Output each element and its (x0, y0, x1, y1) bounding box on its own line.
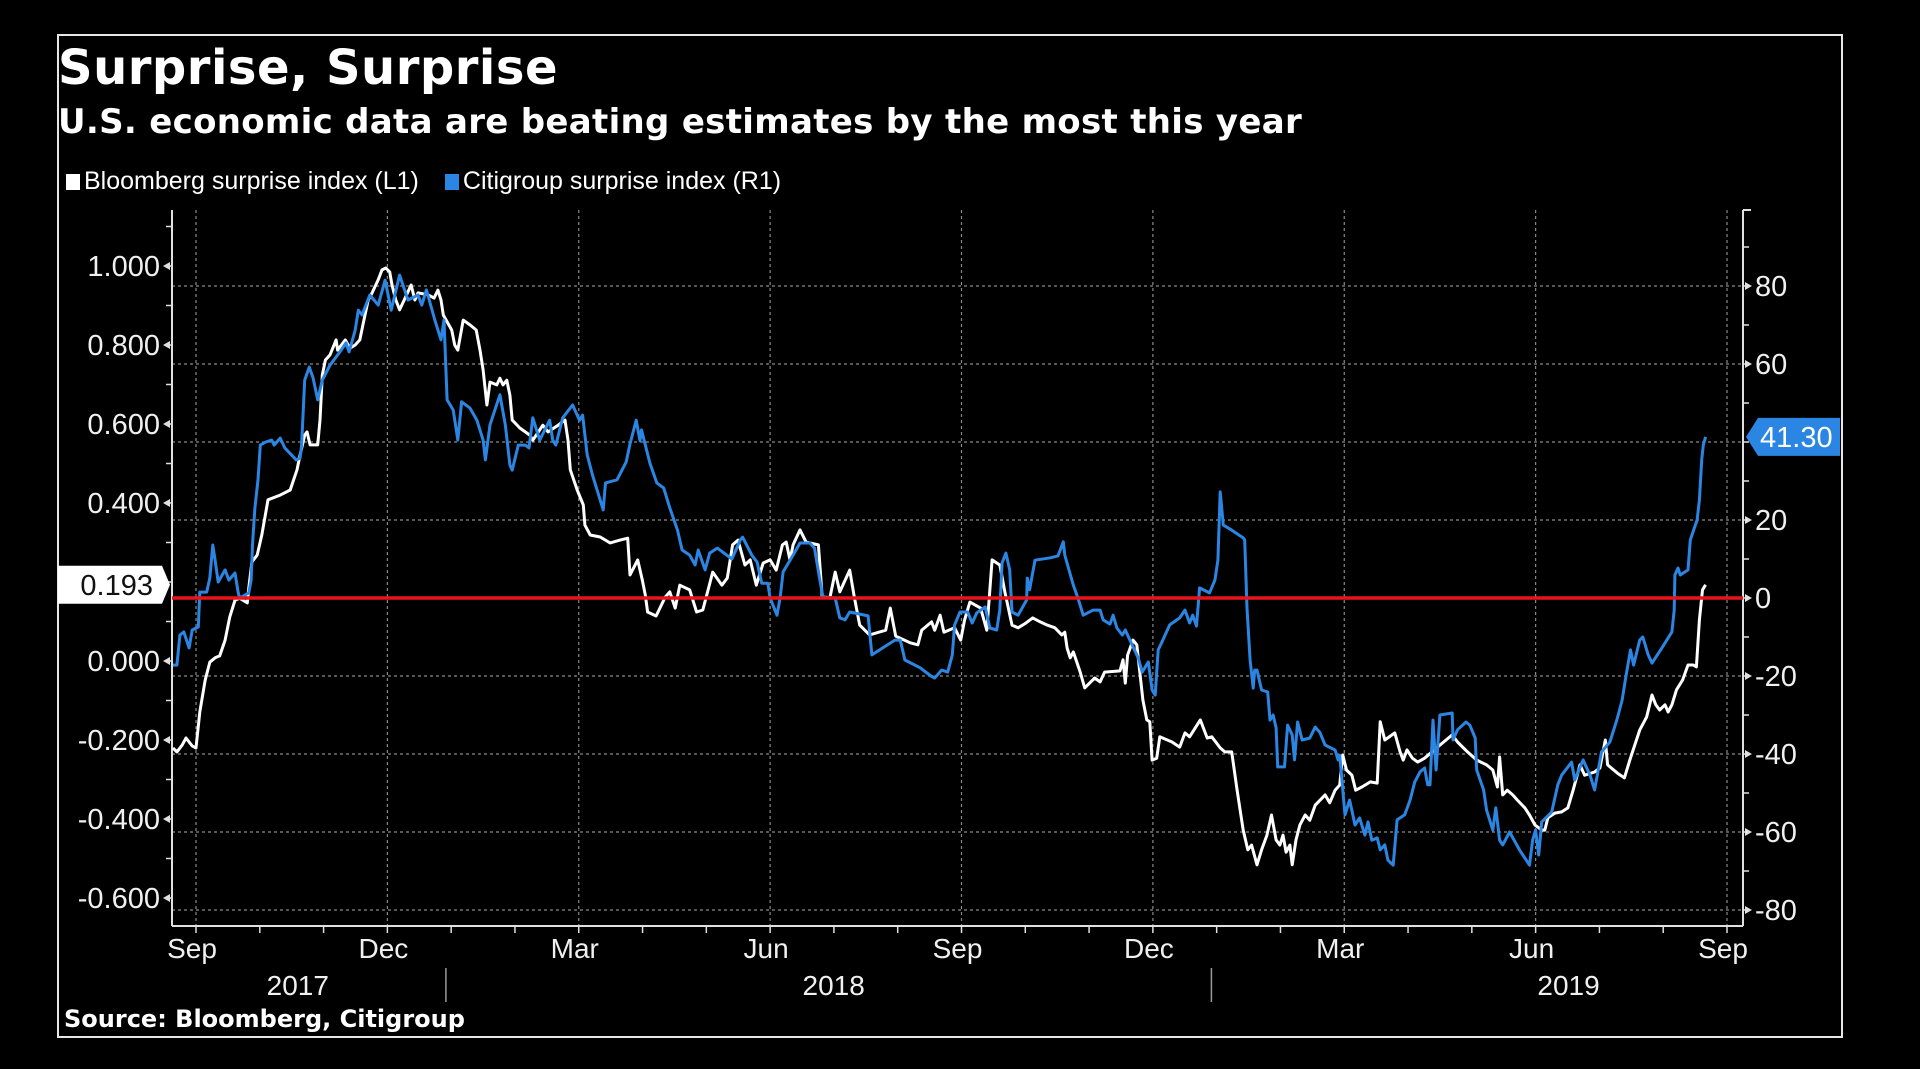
legend-item-bloomberg: Bloomberg surprise index (L1) (66, 167, 419, 196)
x-tick-label: Sep (167, 933, 217, 964)
left-tick-label: -0.200 (78, 725, 160, 757)
x-year-label: 2019 (1537, 970, 1599, 1001)
legend-swatch-bloomberg (66, 173, 80, 190)
right-tick-mark (1745, 360, 1752, 368)
series-line-bloomberg (171, 266, 1707, 867)
left-tick-label: -0.400 (78, 804, 160, 836)
legend-label-citigroup: Citigroup surprise index (R1) (462, 167, 782, 195)
left-tick-mark (163, 499, 170, 507)
right-tick-mark (1745, 828, 1752, 836)
series-line-citigroup (173, 273, 1708, 867)
right-tick-label: -40 (1755, 739, 1797, 771)
legend-swatch-citigroup (444, 173, 459, 190)
x-tick-label: Jun (1509, 933, 1554, 964)
left-tick-mark (163, 657, 170, 665)
right-tick-label: -20 (1755, 661, 1797, 693)
right-tick-mark (1745, 672, 1752, 680)
x-tick-label: Jun (744, 933, 789, 964)
right-tick-label: -60 (1755, 817, 1797, 849)
right-tick-mark (1745, 282, 1752, 290)
left-tick-label: 0.000 (87, 646, 160, 678)
gridlines (172, 210, 1743, 926)
left-tick-mark (163, 262, 170, 270)
x-year-label: 2017 (267, 970, 329, 1001)
left-tick-mark (163, 894, 170, 902)
x-tick-label: Dec (358, 933, 408, 964)
right-tick-mark (1745, 594, 1752, 602)
legend-item-citigroup: Citigroup surprise index (R1) (444, 167, 782, 196)
right-tick-label: 60 (1755, 349, 1787, 381)
axis-labels: 1.000 0.800 0.600 0.400 0.000 -0.200 -0.400 -0.… (58, 251, 1840, 1001)
x-year-label: 2018 (803, 970, 865, 1001)
left-tick-label: 0.800 (87, 330, 160, 362)
source-note: Source: Bloomberg, Citigroup (64, 1005, 465, 1033)
x-tick-label: Sep (1698, 933, 1748, 964)
x-tick-label: Mar (551, 933, 599, 964)
axes (163, 209, 1752, 1002)
x-tick-label: Sep (933, 933, 983, 964)
right-tick-label: -80 (1755, 895, 1797, 927)
right-last-value-callout (1746, 417, 1840, 456)
chart-title: Surprise, Surprise (58, 40, 558, 96)
legend: Bloomberg surprise index (L1) Citigroup … (66, 167, 807, 196)
x-tick-label: Mar (1316, 933, 1364, 964)
left-tick-mark (163, 736, 170, 744)
left-tick-mark (163, 815, 170, 823)
right-tick-mark (1745, 516, 1752, 524)
x-tick-label: Dec (1124, 933, 1174, 964)
left-tick-label: -0.600 (78, 883, 160, 915)
legend-label-bloomberg: Bloomberg surprise index (L1) (84, 167, 419, 195)
right-tick-label: 0 (1755, 583, 1771, 615)
chart-subtitle: U.S. economic data are beating estimates… (58, 102, 1303, 142)
left-tick-label: 1.000 (87, 251, 160, 283)
chart-frame (57, 34, 1843, 1038)
series-layer (171, 266, 1743, 867)
right-tick-mark (1745, 750, 1752, 758)
right-tick-label: 80 (1755, 271, 1787, 303)
left-last-value-label: 0.193 (80, 570, 153, 602)
left-tick-mark (163, 341, 170, 349)
right-last-value-label: 41.30 (1760, 422, 1833, 454)
left-tick-label: 0.400 (87, 488, 160, 520)
left-last-value-callout (58, 565, 170, 604)
left-tick-mark (163, 420, 170, 428)
left-tick-label: 0.600 (87, 409, 160, 441)
right-tick-mark (1745, 906, 1752, 914)
right-tick-label: 20 (1755, 505, 1787, 537)
